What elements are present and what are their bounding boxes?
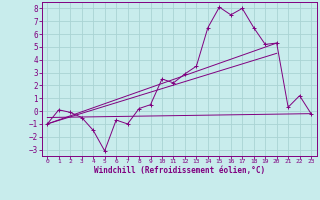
X-axis label: Windchill (Refroidissement éolien,°C): Windchill (Refroidissement éolien,°C) bbox=[94, 166, 265, 175]
